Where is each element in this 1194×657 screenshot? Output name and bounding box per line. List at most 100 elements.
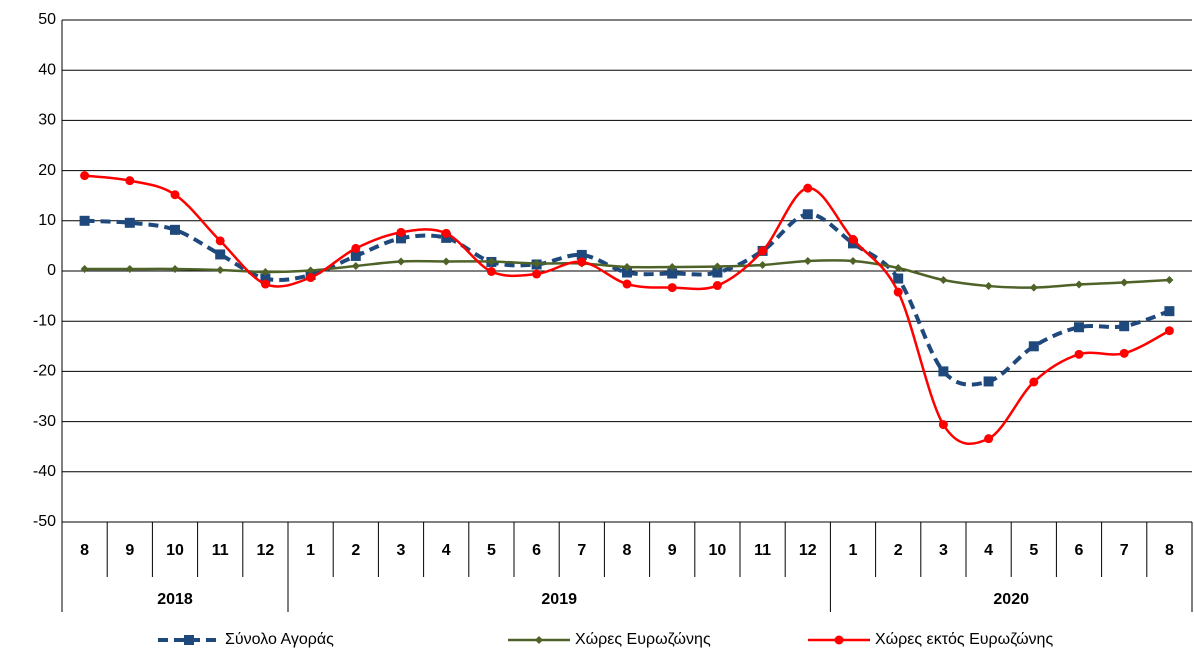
marker	[487, 257, 496, 266]
marker	[939, 276, 948, 285]
marker	[1165, 276, 1174, 285]
series-line	[84, 212, 1171, 387]
marker	[803, 183, 813, 193]
marker	[1074, 349, 1084, 359]
marker	[894, 263, 903, 272]
marker	[893, 287, 903, 297]
marker	[1164, 306, 1175, 317]
marker	[351, 261, 360, 270]
marker	[667, 268, 678, 279]
marker	[351, 243, 361, 253]
marker	[79, 215, 90, 226]
marker	[1074, 322, 1084, 333]
x-tick-label: 5	[487, 542, 496, 559]
y-tick-label: -10	[33, 312, 56, 329]
marker	[486, 267, 496, 277]
y-tick-label: 10	[38, 212, 56, 229]
x-tick-label: 7	[577, 542, 586, 559]
marker	[983, 376, 994, 387]
y-tick-label: 20	[38, 162, 56, 179]
x-tick-label: 8	[1165, 542, 1174, 559]
y-tick-label: 50	[38, 11, 56, 28]
marker	[442, 257, 451, 266]
marker	[622, 279, 632, 289]
marker	[622, 267, 632, 278]
x-tick-label: 9	[125, 542, 134, 559]
x-tick-label: 3	[939, 542, 948, 559]
marker	[1119, 321, 1130, 332]
x-tick-label: 9	[668, 542, 677, 559]
marker	[938, 420, 948, 430]
x-tick-label: 1	[849, 542, 858, 559]
marker	[397, 257, 405, 266]
marker	[712, 281, 722, 291]
x-tick-label: 4	[442, 542, 451, 559]
marker	[306, 266, 315, 275]
x-tick-label: 10	[166, 542, 184, 559]
x-tick-label: 11	[212, 542, 229, 559]
marker	[1075, 280, 1083, 289]
marker	[260, 273, 271, 284]
marker	[938, 366, 949, 377]
group-label: 2018	[157, 591, 193, 608]
marker	[623, 262, 631, 271]
marker	[758, 260, 767, 269]
marker	[984, 282, 993, 291]
marker	[124, 217, 135, 228]
marker	[1164, 326, 1174, 336]
legend-marker	[834, 635, 844, 645]
x-tick-label: 2	[351, 542, 360, 559]
marker	[803, 256, 812, 265]
x-tick-label: 5	[1029, 542, 1038, 559]
marker	[261, 268, 270, 277]
marker	[350, 250, 361, 261]
x-tick-label: 3	[397, 542, 406, 559]
marker	[532, 269, 542, 279]
legend-label: Χώρες εκτός Ευρωζώνης	[875, 631, 1053, 648]
x-tick-label: 2	[894, 542, 903, 559]
marker	[1029, 377, 1039, 387]
x-tick-label: 8	[80, 542, 89, 559]
marker	[848, 234, 858, 244]
marker	[802, 209, 813, 220]
marker	[1120, 278, 1129, 287]
marker	[893, 273, 904, 284]
series-line	[84, 174, 1170, 446]
marker	[441, 228, 451, 238]
marker	[306, 273, 316, 283]
y-tick-label: -30	[33, 413, 56, 430]
x-tick-label: 6	[1075, 542, 1084, 559]
marker	[758, 246, 768, 256]
marker	[441, 232, 452, 243]
marker	[215, 249, 226, 260]
marker	[1028, 341, 1039, 352]
x-tick-label: 1	[306, 542, 315, 559]
marker	[170, 190, 180, 200]
marker	[1029, 283, 1038, 292]
group-label: 2019	[541, 591, 577, 608]
marker	[577, 257, 587, 267]
marker	[396, 227, 406, 237]
x-tick-label: 12	[799, 542, 817, 559]
x-tick-label: 7	[1120, 542, 1129, 559]
legend-marker	[184, 635, 194, 645]
marker	[667, 283, 677, 293]
marker	[170, 224, 180, 235]
marker	[80, 264, 89, 273]
marker	[80, 171, 90, 181]
marker	[216, 265, 225, 274]
legend-label: Χώρες Ευρωζώνης	[575, 631, 711, 648]
x-tick-label: 6	[532, 542, 541, 559]
legend-marker	[535, 636, 543, 644]
x-tick-label: 12	[257, 542, 275, 559]
marker	[125, 264, 134, 273]
y-tick-label: 0	[47, 262, 56, 279]
marker	[532, 259, 541, 268]
y-tick-label: -40	[33, 463, 56, 480]
marker	[576, 249, 587, 260]
y-tick-label: -50	[33, 513, 56, 530]
marker	[125, 176, 135, 186]
x-tick-label: 8	[623, 542, 632, 559]
y-tick-label: -20	[33, 363, 56, 380]
